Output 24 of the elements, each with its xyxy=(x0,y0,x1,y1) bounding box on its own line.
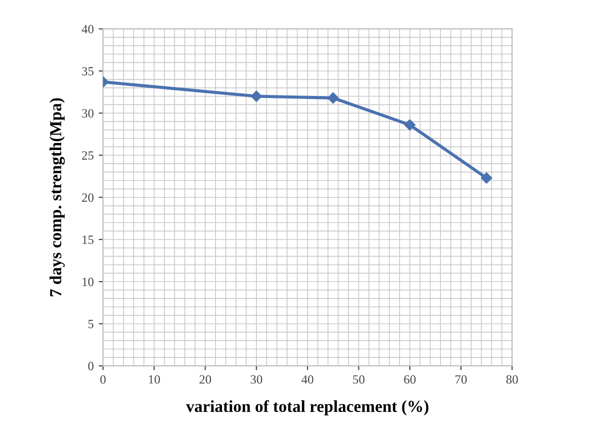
y-tick-label: 0 xyxy=(88,362,94,370)
x-tick-label: 40 xyxy=(302,375,314,384)
y-tick-label: 5 xyxy=(88,320,94,328)
y-tick-label: 25 xyxy=(82,151,94,160)
x-tick-label: 60 xyxy=(404,375,416,384)
x-tick-label: 50 xyxy=(353,375,364,384)
y-axis-title: 7 days comp. strength(Mpa) xyxy=(50,98,65,296)
y-tick-label: 20 xyxy=(82,193,94,202)
x-tick-label: 0 xyxy=(100,375,106,384)
x-tick-label: 10 xyxy=(148,375,160,384)
y-tick-label: 15 xyxy=(82,236,94,244)
point xyxy=(404,119,416,131)
y-tick-label: 40 xyxy=(82,24,94,34)
x-tick-label: 70 xyxy=(456,375,467,384)
x-tick-label: 30 xyxy=(250,375,262,384)
y-tick-label: 35 xyxy=(82,67,94,76)
x-tick-label: 20 xyxy=(200,375,212,384)
point xyxy=(480,172,492,184)
x-axis-title: variation of total replacement (%) xyxy=(186,400,428,416)
x-tick-label: 80 xyxy=(506,375,518,384)
point xyxy=(250,90,262,102)
y-tick-label: 10 xyxy=(82,278,94,286)
y-tick-label: 30 xyxy=(82,109,94,118)
point xyxy=(328,92,339,104)
